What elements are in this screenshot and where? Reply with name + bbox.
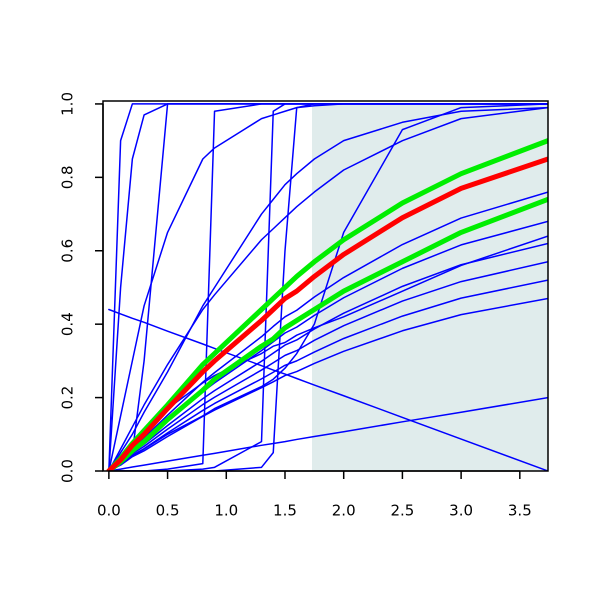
curve bbox=[106, 156, 548, 471]
x-tick-label: 2.0 bbox=[332, 502, 356, 520]
curve bbox=[108, 261, 548, 471]
x-tick-label: 3.5 bbox=[508, 502, 532, 520]
x-tick-label: 1.0 bbox=[214, 502, 238, 520]
x-tick-label: 2.5 bbox=[390, 502, 414, 520]
x-tick-label: 3.0 bbox=[449, 502, 473, 520]
curve bbox=[108, 308, 548, 471]
y-tick-label: 0.2 bbox=[59, 386, 77, 410]
curve bbox=[108, 279, 548, 471]
curve bbox=[108, 106, 548, 471]
curve bbox=[106, 196, 548, 471]
y-tick-label: 0.0 bbox=[59, 459, 77, 483]
y-tick-label: 1.0 bbox=[59, 92, 77, 116]
curve bbox=[108, 396, 548, 471]
x-tick-label: 0.0 bbox=[97, 502, 121, 520]
curve bbox=[108, 103, 548, 471]
curve bbox=[108, 106, 548, 471]
y-tick-label: 0.4 bbox=[59, 312, 77, 336]
curve bbox=[108, 297, 548, 471]
x-tick-label: 0.5 bbox=[156, 502, 180, 520]
x-tick-label: 1.5 bbox=[273, 502, 297, 520]
y-tick-label: 0.8 bbox=[59, 165, 77, 189]
y-tick-label: 0.6 bbox=[59, 239, 77, 263]
